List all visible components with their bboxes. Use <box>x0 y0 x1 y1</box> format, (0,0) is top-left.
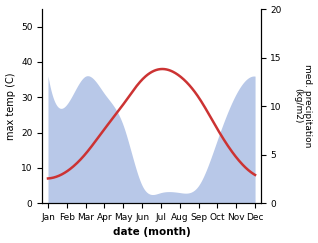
Y-axis label: med. precipitation
(kg/m2): med. precipitation (kg/m2) <box>293 64 313 148</box>
X-axis label: date (month): date (month) <box>113 227 190 237</box>
Y-axis label: max temp (C): max temp (C) <box>5 72 16 140</box>
